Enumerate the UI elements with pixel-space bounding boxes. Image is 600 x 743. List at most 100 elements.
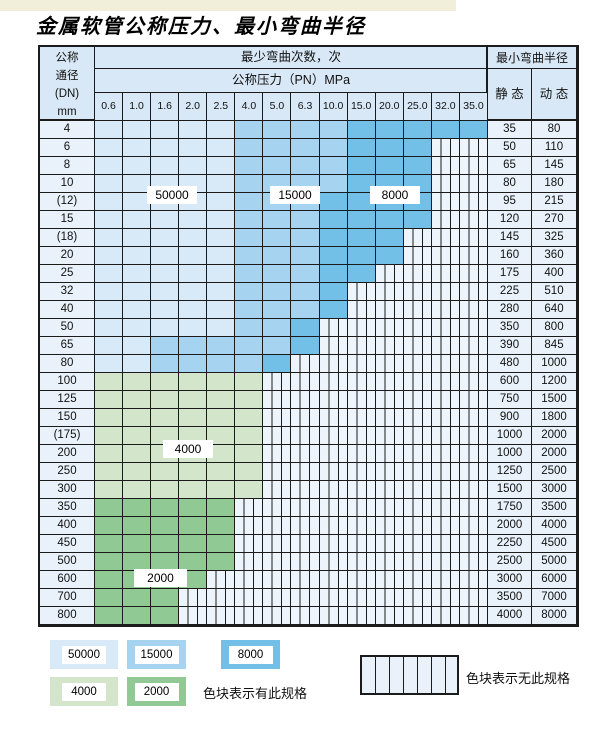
static-radius-cell: 280 xyxy=(488,301,532,319)
spec-cell xyxy=(95,427,124,445)
spec-cell xyxy=(95,247,124,265)
spec-cell xyxy=(179,481,208,499)
spec-cell xyxy=(291,445,320,463)
spec-cell xyxy=(123,355,152,373)
static-radius-cell: 750 xyxy=(488,391,532,409)
spec-cell xyxy=(235,175,264,193)
spec-cell xyxy=(151,589,180,607)
spec-cell xyxy=(459,175,488,193)
dynamic-radius-cell: 7000 xyxy=(532,589,577,607)
spec-cell xyxy=(375,319,404,337)
spec-cell xyxy=(431,283,460,301)
spec-cell xyxy=(347,589,376,607)
spec-cell xyxy=(375,553,404,571)
spec-cell xyxy=(375,535,404,553)
pressure-tick-cell: 25.0 xyxy=(403,93,432,121)
spec-cell xyxy=(151,211,180,229)
spec-cell xyxy=(431,193,460,211)
dn-cell: 10 xyxy=(40,175,95,193)
spec-cell xyxy=(431,157,460,175)
spec-cell xyxy=(179,391,208,409)
spec-cell xyxy=(431,427,460,445)
spec-cell xyxy=(263,373,292,391)
spec-cell xyxy=(319,589,348,607)
spec-cell xyxy=(95,337,124,355)
cream-strip xyxy=(0,0,456,11)
spec-cell xyxy=(151,139,180,157)
spec-cell xyxy=(235,535,264,553)
spec-cell xyxy=(179,211,208,229)
spec-cell xyxy=(347,283,376,301)
pressure-table: 公称 通径 (DN) mm 最少弯曲次数，次 最小弯曲半径 公称压力（PN）MP… xyxy=(38,45,579,627)
spec-cell xyxy=(459,463,488,481)
spec-cell xyxy=(431,409,460,427)
spec-cell xyxy=(95,571,124,589)
dn-cell: 800 xyxy=(40,607,95,625)
static-header: 静 态 xyxy=(488,69,532,121)
spec-cell xyxy=(431,337,460,355)
spec-cell xyxy=(263,121,292,139)
spec-cell xyxy=(431,121,460,139)
spec-cell xyxy=(263,301,292,319)
spec-cell xyxy=(235,589,264,607)
spec-cell xyxy=(207,427,236,445)
static-radius-cell: 1000 xyxy=(488,445,532,463)
static-radius-cell: 1250 xyxy=(488,463,532,481)
spec-cell xyxy=(207,193,236,211)
spec-cell xyxy=(459,481,488,499)
spec-cell xyxy=(123,247,152,265)
dynamic-radius-cell: 510 xyxy=(532,283,577,301)
dn-cell: 6 xyxy=(40,139,95,157)
spec-cell xyxy=(95,193,124,211)
spec-cell xyxy=(207,571,236,589)
spec-cell xyxy=(319,553,348,571)
spec-cell xyxy=(151,391,180,409)
spec-cell xyxy=(459,607,488,625)
spec-cell xyxy=(123,157,152,175)
dn-cell: 125 xyxy=(40,391,95,409)
spec-cell xyxy=(319,463,348,481)
spec-cell xyxy=(179,301,208,319)
spec-cell xyxy=(263,391,292,409)
pressure-tick-cell: 5.0 xyxy=(263,93,292,121)
spec-cell xyxy=(375,517,404,535)
radius-header: 最小弯曲半径 xyxy=(488,47,577,69)
spec-cell xyxy=(291,391,320,409)
spec-cell xyxy=(347,211,376,229)
spec-cell xyxy=(207,373,236,391)
spec-cell xyxy=(263,535,292,553)
spec-cell xyxy=(207,337,236,355)
spec-cell xyxy=(263,211,292,229)
spec-cell xyxy=(151,283,180,301)
spec-cell xyxy=(179,265,208,283)
spec-cell xyxy=(319,265,348,283)
spec-cell xyxy=(431,535,460,553)
spec-cell xyxy=(403,121,432,139)
spec-cell xyxy=(431,391,460,409)
spec-cell xyxy=(291,211,320,229)
legend-swatch-8000: 8000 xyxy=(221,640,280,669)
spec-cell xyxy=(431,319,460,337)
spec-cell xyxy=(263,517,292,535)
spec-cell xyxy=(207,283,236,301)
spec-cell xyxy=(291,409,320,427)
spec-cell xyxy=(403,355,432,373)
legend-swatch-value: 8000 xyxy=(228,645,273,664)
spec-cell xyxy=(375,283,404,301)
legend-swatch-15000: 15000 xyxy=(127,640,186,669)
legend-swatch-value: 15000 xyxy=(134,645,179,664)
spec-cell xyxy=(95,355,124,373)
spec-cell xyxy=(347,157,376,175)
legend-swatch-4000: 4000 xyxy=(50,677,118,706)
static-radius-cell: 1750 xyxy=(488,499,532,517)
spec-cell xyxy=(235,265,264,283)
spec-cell xyxy=(179,139,208,157)
spec-cell xyxy=(291,301,320,319)
dynamic-radius-cell: 360 xyxy=(532,247,577,265)
dn-header-line4: mm xyxy=(57,106,77,118)
spec-cell xyxy=(347,391,376,409)
dn-cell: 300 xyxy=(40,481,95,499)
spec-cell xyxy=(235,481,264,499)
spec-cell xyxy=(291,157,320,175)
static-radius-cell: 390 xyxy=(488,337,532,355)
